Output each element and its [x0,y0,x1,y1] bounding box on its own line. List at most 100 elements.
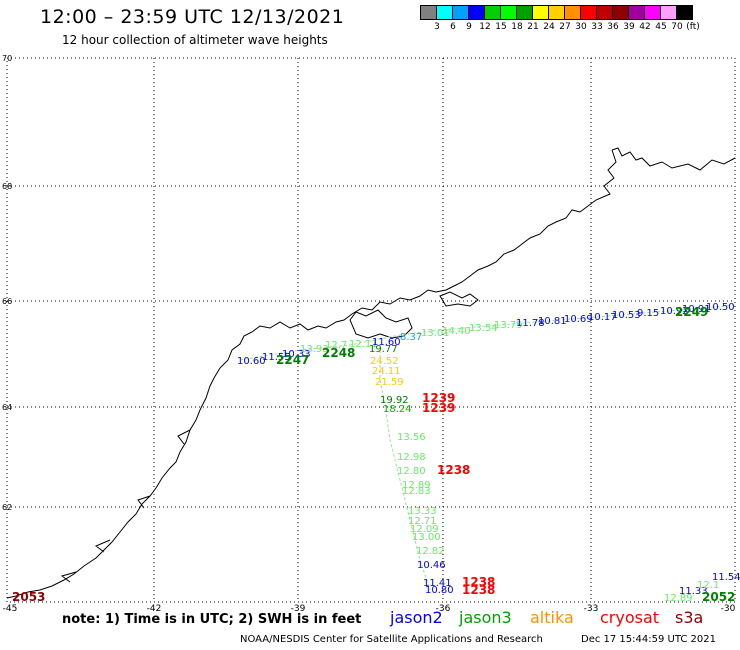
wave-height-label: 10.81 [538,316,567,327]
wave-height-label: 12.09 [410,524,439,535]
coastline [6,147,736,599]
color-scale-label: 36 [607,22,619,32]
lon-label: -39 [291,604,306,614]
wave-height-label: 10.33 [282,349,311,360]
color-scale [420,5,693,20]
wave-height-label: 2052 [702,590,735,604]
wave-height-label: 12.83 [402,486,431,497]
wave-height-label: 11.55 [262,352,291,363]
color-scale-label: 27 [559,22,571,32]
wave-height-label: 10.91 [682,304,711,315]
wave-height-label: 1238 [462,583,495,597]
color-scale-label: 30 [575,22,587,32]
wave-height-label: 12.89 [664,593,693,604]
lon-label: -36 [436,604,451,614]
wave-height-label: 10.80 [425,585,454,596]
wave-height-label: 12.82 [416,546,445,557]
wave-height-label: 10.60 [237,356,266,367]
wave-height-label: 19.77 [369,344,398,355]
wave-height-label: 13.79 [494,320,523,331]
color-scale-label: 21 [527,22,539,32]
lat-labels: 70 68 66 64 62 [2,54,12,512]
wave-height-label: 13.01 [421,328,450,339]
wave-height-label: 21.59 [375,377,404,388]
wave-height-label: 10.50 [706,302,735,313]
color-scale-label: 12 [479,22,491,32]
lat-label: 68 [2,182,12,191]
wave-height-label: 12.7 [325,340,347,351]
footer-note: note: 1) Time is in UTC; 2) SWH is in fe… [62,612,362,627]
lon-label: -33 [584,604,599,614]
track-labels: 10.6011.5510.33224713.9312.7224812.1111.… [12,302,740,604]
wave-height-label: 1238 [462,575,495,589]
wave-height-label: 11.78 [516,318,545,329]
satellite-legend-cryosat: cryosat [600,608,660,627]
color-scale-label: (ft) [686,22,700,32]
wave-height-label: 11.33 [679,586,708,597]
wave-height-label: 10.69 [564,314,593,325]
wave-height-label: 2249 [675,305,708,319]
wave-height-label: 1239 [422,401,455,415]
color-scale-label: 3 [434,22,440,32]
footer-date: Dec 17 15:44:59 UTC 2021 [581,634,716,645]
wave-height-label: 10.92 [660,306,689,317]
track-lines [239,304,736,591]
wave-height-label: 18.24 [383,404,412,415]
wave-height-label: 13.56 [397,432,426,443]
lon-label: -45 [3,604,18,614]
wave-height-label: 11.54 [712,572,740,583]
wave-height-label: 2053 [12,590,45,604]
color-scale-label: 45 [655,22,667,32]
wave-height-label: 10.53 [612,310,641,321]
wave-height-label: 10.46 [417,560,446,571]
color-scale-label: 18 [511,22,523,32]
satellite-legend-altika: altika [530,608,574,627]
color-scale-label: 39 [623,22,635,32]
color-scale-label: 42 [639,22,651,32]
wave-height-label: 14.40 [442,326,471,337]
wave-height-label: 2248 [322,346,355,360]
wave-height-label: 24.11 [372,366,401,377]
color-scale-label: 9 [466,22,472,32]
wave-height-label: 13.33 [408,506,437,517]
satellite-legend-s3a: s3a [675,608,704,627]
wave-height-label: 10.17 [588,312,617,323]
lon-label: -30 [721,604,736,614]
wave-height-label: 2247 [276,353,309,367]
wave-height-label: 13.54 [469,323,498,334]
wave-height-label: 24.52 [370,356,399,367]
wave-height-label: 12.11 [349,339,378,350]
color-scale-label: 70 [671,22,683,32]
lat-label: 62 [2,503,12,512]
wave-height-label: 13.93 [300,344,329,355]
page-subtitle: 12 hour collection of altimeter wave hei… [62,33,328,47]
color-scale-label: 15 [495,22,507,32]
wave-height-label: 12.89 [402,480,431,491]
color-scale-label: 33 [591,22,603,32]
wave-height-label: 9.15 [637,308,659,319]
footer-credit: NOAA/NESDIS Center for Satellite Applica… [240,634,543,645]
lat-label: 66 [2,297,12,306]
wave-height-label: 11.41 [423,578,452,589]
wave-height-label: 1239 [422,391,455,405]
lon-label: -42 [147,604,162,614]
color-swatch [676,5,693,20]
wave-height-label: 11.60 [372,337,401,348]
satellite-legend-jason2: jason2 [390,608,443,627]
color-scale-label: 24 [543,22,555,32]
lat-label: 64 [2,403,12,412]
wave-height-label: 12.71 [408,516,437,527]
map-frame [6,57,736,603]
color-scale-label: 6 [450,22,456,32]
color-scale-labels: 3 6 9 12 15 18 21 24 27 30 33 36 39 42 45 70 (ft) [421,22,740,36]
wave-height-label: 19.92 [380,395,409,406]
wave-height-label: 1238 [437,463,470,477]
lat-label: 70 [2,54,12,63]
satellite-legend-jason3: jason3 [459,608,512,627]
wave-height-label: 8.37 [400,332,422,343]
lon-labels: -45 -42 -39 -36 -33 -30 [3,604,736,614]
wave-height-label: 13.00 [412,532,441,543]
wave-height-label: 12.80 [397,466,426,477]
page-title: 12:00 – 23:59 UTC 12/13/2021 [40,6,345,28]
